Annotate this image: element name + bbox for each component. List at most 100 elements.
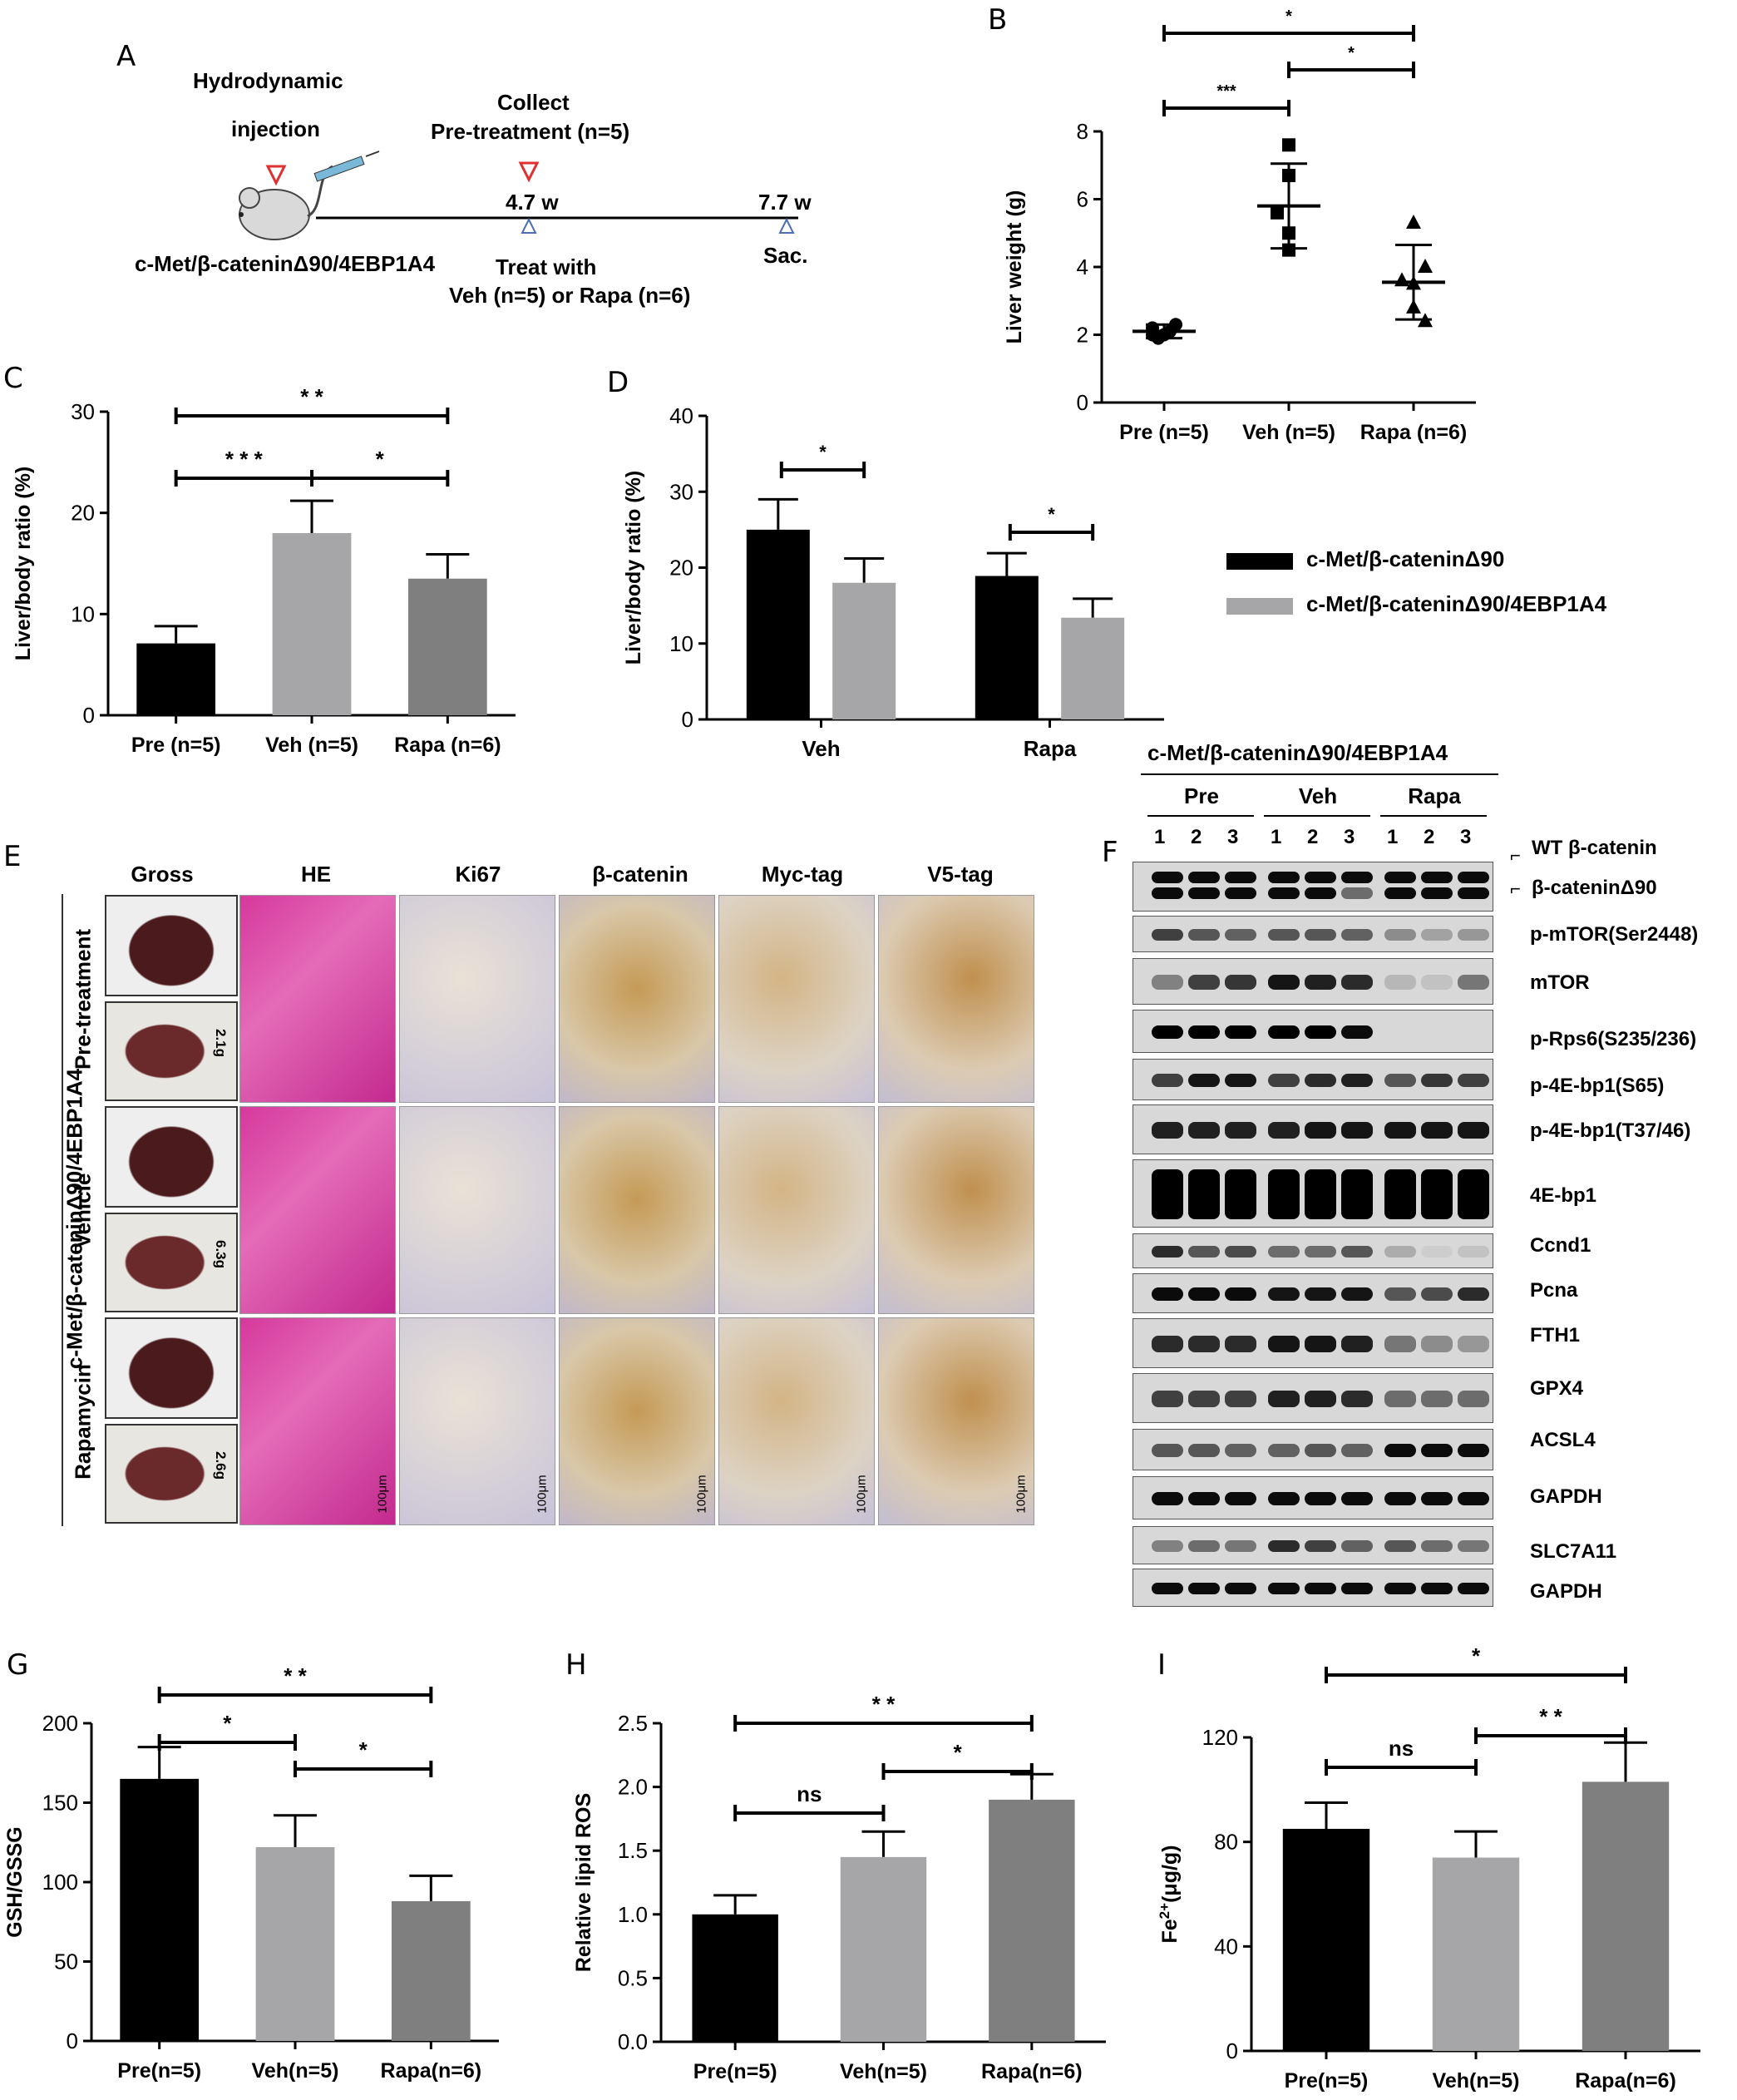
wb-group-underline	[1147, 815, 1254, 817]
wb-band	[1421, 1122, 1453, 1139]
wb-band	[1305, 1336, 1336, 1352]
significance-label: *	[223, 1711, 232, 1736]
bar-1-0	[975, 576, 1039, 719]
x-tick-label: Veh(n=5)	[840, 2060, 927, 2083]
bar-0	[1282, 1828, 1370, 2051]
wb-strip	[1133, 1159, 1493, 1228]
bar-0-0	[746, 529, 810, 719]
wb-band	[1341, 1336, 1373, 1352]
chart-fe2: 0 40 80 120 Fe2+(μg/g) Pre(n=5) Veh(n=5) Rapa(n…	[1157, 1647, 1700, 2093]
wb-band	[1268, 1444, 1300, 1457]
wb-band	[1458, 887, 1489, 900]
wb-band-label: FTH1	[1530, 1324, 1580, 1346]
y-tick-label: 50	[54, 1949, 78, 1974]
wb-band	[1421, 1391, 1453, 1407]
significance-label: *	[819, 442, 827, 462]
wb-strip	[1133, 1010, 1493, 1053]
ihc-group-bracket	[62, 894, 63, 1526]
data-point	[1406, 275, 1421, 290]
scale-bar-label: 100μm	[375, 1475, 390, 1514]
ihc-image-myc-tag: 100μm	[718, 1317, 875, 1525]
wb-band	[1152, 928, 1183, 941]
panel-letter-b: B	[988, 3, 1008, 37]
panel-letter-h: H	[565, 1648, 587, 1682]
chart-liver-weight: 0 2 4 6 8 Liver weight (g) Pre (n=5) Veh (n=5) R…	[1003, 7, 1476, 444]
y-tick-label: 150	[42, 1791, 78, 1816]
wb-band	[1421, 1169, 1453, 1219]
y-tick-label: 20	[669, 556, 693, 581]
wb-band	[1152, 1391, 1183, 1407]
wb-band	[1341, 1491, 1373, 1506]
panel-letter-f: F	[1102, 836, 1118, 869]
wb-band	[1341, 1539, 1373, 1553]
wb-band	[1421, 887, 1453, 900]
wb-band	[1188, 1491, 1220, 1506]
ihc-image--catenin	[559, 1106, 715, 1314]
wb-band	[1152, 1246, 1183, 1258]
wb-group-rapa: Rapa	[1408, 783, 1461, 808]
wb-band	[1152, 975, 1183, 990]
wb-band	[1421, 1246, 1453, 1258]
wb-band	[1225, 1025, 1256, 1040]
wb-band-label: Ccnd1	[1530, 1234, 1591, 1257]
wb-band	[1421, 1582, 1453, 1595]
significance-label: *	[1048, 504, 1055, 525]
collect-label-1: Collect	[497, 90, 570, 115]
significance-label: * * *	[225, 447, 264, 472]
wb-band-label: β-cateninΔ90	[1532, 877, 1657, 899]
wb-band-label: ACSL4	[1530, 1429, 1596, 1451]
wb-band	[1268, 1169, 1300, 1219]
wb-strip	[1133, 1526, 1493, 1564]
x-tick-label: Veh(n=5)	[252, 2059, 339, 2083]
y-tick-label: 0	[1226, 2038, 1238, 2063]
model-label: c-Met/β-cateninΔ90/4EBP1A4	[135, 251, 436, 276]
y-tick-label: 10	[669, 631, 693, 656]
wb-band	[1152, 1074, 1183, 1087]
ihc-row-label: Pre-treatment	[70, 928, 96, 1070]
wb-band	[1305, 1391, 1336, 1407]
wb-band	[1384, 1444, 1416, 1457]
wb-band	[1225, 872, 1256, 883]
wb-band	[1188, 928, 1220, 941]
ihc-column-header: HE	[300, 862, 332, 887]
wb-lane-number: 1	[1154, 826, 1166, 848]
bar-0	[136, 643, 216, 715]
wb-band	[1225, 1122, 1256, 1139]
wb-band	[1421, 928, 1453, 941]
ihc-column-header: Myc-tag	[761, 862, 844, 887]
wb-band	[1305, 1074, 1336, 1087]
band-pointer-icon: ⌐	[1510, 878, 1521, 899]
panel-letter-g: G	[7, 1648, 29, 1682]
injection-marker	[265, 165, 287, 186]
wb-band	[1188, 975, 1220, 990]
chart-liver-body-ratio-by-model: 0 10 20 30 40 Liver/body ratio (%) Veh * Rapa *	[622, 403, 1164, 761]
ihc-column-header: Gross	[131, 862, 194, 887]
panel-letter-e: E	[3, 840, 22, 873]
wb-band	[1341, 1074, 1373, 1087]
data-point	[1418, 259, 1433, 273]
significance-label: * *	[300, 384, 323, 409]
bar-2	[989, 1799, 1075, 2042]
wb-band	[1305, 1539, 1336, 1553]
bar-1	[1432, 1857, 1520, 2051]
data-point	[1282, 168, 1295, 182]
bar-1	[272, 533, 352, 715]
wb-strip	[1133, 1429, 1493, 1470]
y-tick-label: 0	[682, 707, 693, 732]
y-tick-label: 2.0	[618, 1775, 648, 1800]
wb-band	[1305, 1287, 1336, 1301]
y-tick-label: 0.0	[618, 2029, 648, 2054]
data-point	[1282, 226, 1295, 240]
wb-band-label: p-4E-bp1(S65)	[1530, 1075, 1665, 1097]
wb-band	[1268, 872, 1300, 883]
wb-band	[1341, 1246, 1373, 1258]
ihc-image-v5-tag	[878, 895, 1034, 1103]
wb-band	[1152, 872, 1183, 883]
wb-strip	[1133, 862, 1493, 912]
ihc-image-myc-tag	[718, 1106, 875, 1314]
wb-band	[1152, 1539, 1183, 1553]
treat-label-1: Treat with	[496, 254, 597, 279]
wb-header-line	[1141, 773, 1498, 775]
data-point	[1418, 313, 1433, 328]
wb-band	[1152, 1444, 1183, 1457]
